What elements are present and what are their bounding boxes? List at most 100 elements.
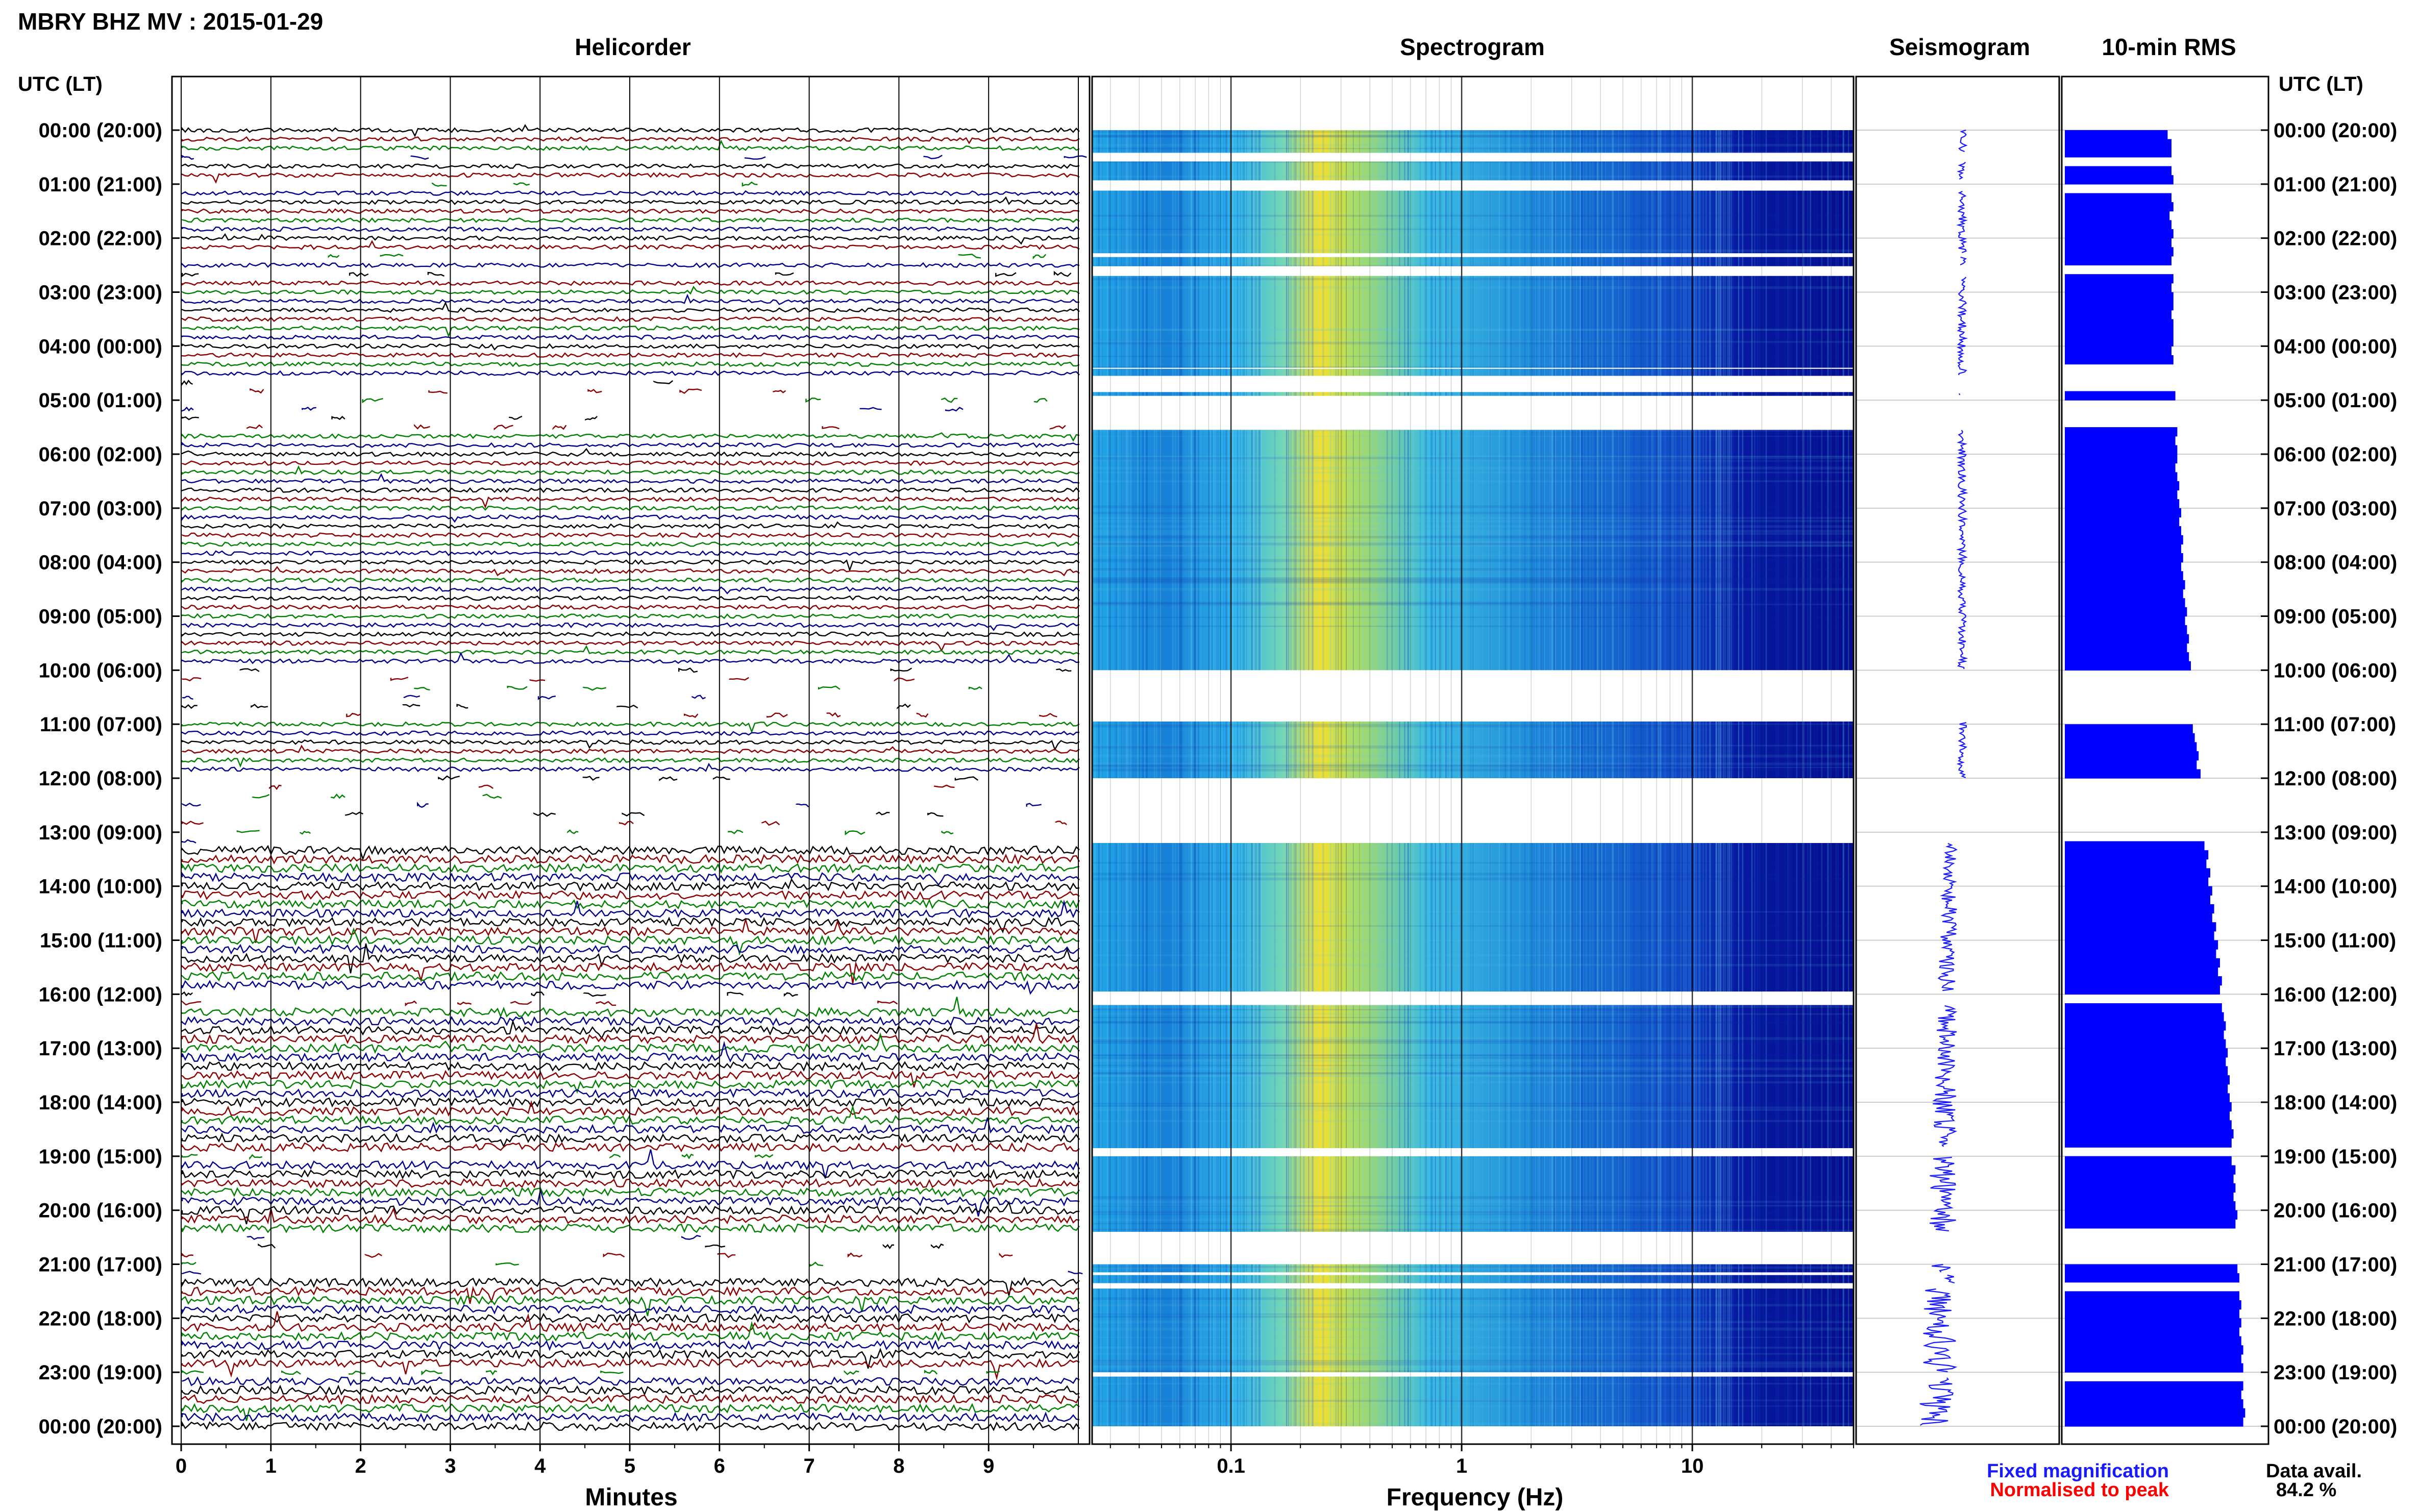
helicorder-line (181, 1376, 1080, 1386)
helicorder-line (344, 811, 944, 817)
helicorder-line (181, 1087, 1080, 1099)
helicorder-line (181, 1304, 1080, 1315)
rms-bar (2065, 283, 2171, 293)
spectrogram-row (1092, 1021, 1854, 1023)
spectrogram-gap (1092, 367, 1854, 369)
spectrogram-gap (1092, 395, 1854, 430)
rms-bar (2065, 1309, 2239, 1319)
helicorder-line (181, 595, 1080, 601)
right-hour-label: 00:00 (20:00) (2274, 1416, 2397, 1438)
spectrogram-row (1092, 1013, 1854, 1015)
left-hour-label: 06:00 (02:00) (39, 443, 162, 466)
helicorder-line (181, 532, 1080, 538)
spectrogram-row (1092, 329, 1854, 331)
right-hour-label: 16:00 (12:00) (2274, 983, 2397, 1006)
left-hour-label: 16:00 (12:00) (39, 983, 162, 1006)
rms-bar (2065, 1129, 2234, 1139)
spectrogram-row (1092, 588, 1854, 591)
spectrogram-row (1092, 1266, 1854, 1269)
spectrogram-row (1092, 456, 1854, 457)
spectrogram-row (1092, 954, 1854, 956)
spectrogram-row (1092, 754, 1854, 758)
helicorder-line (181, 889, 1080, 901)
helicorder-line (181, 1421, 1080, 1432)
spectrogram-gap (1092, 670, 1854, 722)
figure-title: MBRY BHZ MV : 2015-01-29 (18, 8, 323, 35)
rms-bar (2065, 580, 2185, 590)
rms-bar (2065, 175, 2174, 185)
right-hour-label: 12:00 (08:00) (2274, 767, 2397, 790)
left-hour-label: 23:00 (19:00) (39, 1361, 162, 1384)
helicorder-line (181, 853, 1080, 865)
rms-bar (2065, 1012, 2224, 1022)
legend-fixed-magnification: Fixed magnification (1987, 1460, 2169, 1482)
spectrogram-row (1092, 1214, 1854, 1216)
rms-bar (2065, 1354, 2241, 1364)
right-time-axis-label: UTC (LT) (2279, 73, 2363, 95)
helicorder-line (181, 1132, 1080, 1148)
spectrogram-row (1092, 505, 1854, 508)
helicorder-line (181, 997, 1080, 1018)
spectrogram-row (1092, 530, 1854, 533)
spectrogram-row (1092, 1041, 1854, 1044)
helicorder-line (181, 739, 1080, 751)
spectrogram-row (1092, 724, 1854, 726)
spectrogram-row (1092, 1370, 1854, 1373)
spectrogram-row (1092, 341, 1854, 343)
spectrogram-row (1092, 265, 1854, 267)
panel-frame (171, 76, 1091, 1445)
spectrogram-gap (1092, 1372, 1854, 1377)
helicorder-line (181, 1142, 1080, 1153)
rms-bar (2065, 1390, 2241, 1400)
spectrogram-row (1092, 544, 1854, 546)
helicorder-line (438, 775, 979, 781)
rms-bar (2065, 1345, 2243, 1355)
helicorder-line (328, 254, 1047, 260)
rms-bar (2065, 1021, 2226, 1031)
right-hour-label: 15:00 (11:00) (2274, 930, 2396, 952)
helicorder-line (181, 415, 598, 421)
helicorder-line (181, 1061, 1080, 1072)
helicorder-line (181, 441, 1080, 448)
spectrogram-row (1092, 1057, 1854, 1059)
spectrogram-gap (1092, 992, 1854, 1005)
spectrogram-gap (1092, 253, 1854, 257)
helicorder-line (181, 293, 1079, 305)
helicorder-line (181, 1223, 1080, 1234)
spectrogram-row (1092, 228, 1854, 230)
helicorder-line (181, 505, 1080, 511)
spectrogram-row (1092, 579, 1854, 581)
rms-bar (2065, 1399, 2243, 1409)
helicorder-line (181, 316, 1080, 323)
rms-bar (2065, 535, 2183, 544)
helicorder-line (181, 730, 1080, 736)
spectrogram-row (1092, 328, 1854, 330)
spectrogram-row (1092, 581, 1854, 584)
helicorder-line (181, 1097, 1080, 1108)
helicorder-line (181, 622, 1080, 631)
helicorder-line (181, 514, 1080, 523)
rms-bar (2065, 1417, 2243, 1427)
helicorder-line (181, 541, 1080, 548)
frequency-tick-label: 1 (1456, 1455, 1467, 1477)
helicorder-line (181, 1178, 1080, 1189)
seismogram-line (1919, 129, 1969, 1426)
seismogram-heading: Seismogram (1889, 34, 2030, 60)
spectrogram-row (1092, 580, 1854, 582)
left-hour-label: 01:00 (21:00) (39, 173, 162, 196)
rms-bar (2065, 1030, 2224, 1040)
spectrogram-row (1092, 278, 1854, 281)
spectrogram-row (1092, 603, 1854, 606)
rms-bar (2065, 472, 2178, 482)
rms-bar (2065, 1174, 2234, 1184)
spectrogram-image (1092, 77, 1854, 1444)
spectrogram-row (1092, 1064, 1854, 1067)
right-hour-label: 22:00 (18:00) (2274, 1307, 2397, 1330)
left-hour-label: 15:00 (11:00) (40, 930, 162, 952)
helicorder-line (181, 1000, 898, 1007)
spectrogram-row (1092, 862, 1854, 864)
helicorder-line (181, 757, 1080, 768)
right-hour-label: 19:00 (15:00) (2274, 1146, 2397, 1168)
spectrogram-row (1092, 939, 1854, 941)
